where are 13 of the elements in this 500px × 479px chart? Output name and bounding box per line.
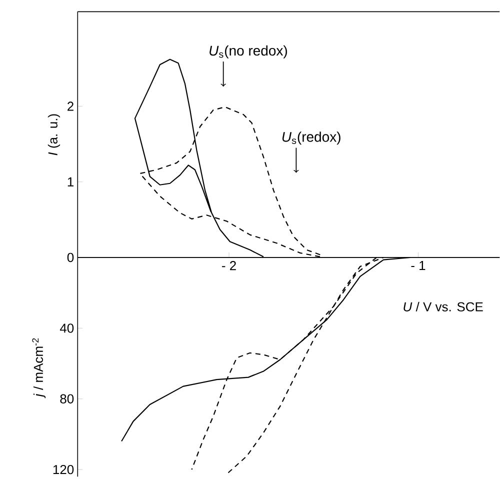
y-tick-label: 80 — [60, 394, 74, 404]
y-tick-label: 2 — [68, 102, 74, 111]
y-tick-label: 0 — [67, 253, 74, 262]
y-tick-label: 1 — [68, 178, 74, 187]
x-tick-label: - 1 — [411, 261, 426, 270]
annotation: U$_{s}$(redox) — [282, 132, 340, 145]
annotation: U$_{s}$(no redox) — [210, 46, 287, 59]
y-tick-label: 120 — [53, 465, 74, 474]
x-tick-label: - 2 — [222, 261, 236, 270]
x-axis-title: U / V vs. SCE — [404, 302, 483, 312]
y-tick-label: 40 — [60, 324, 74, 333]
y-axis-title: I (a. u.) — [48, 114, 60, 156]
y-axis-title: j / mAcm$^{-2}$ — [32, 338, 46, 398]
